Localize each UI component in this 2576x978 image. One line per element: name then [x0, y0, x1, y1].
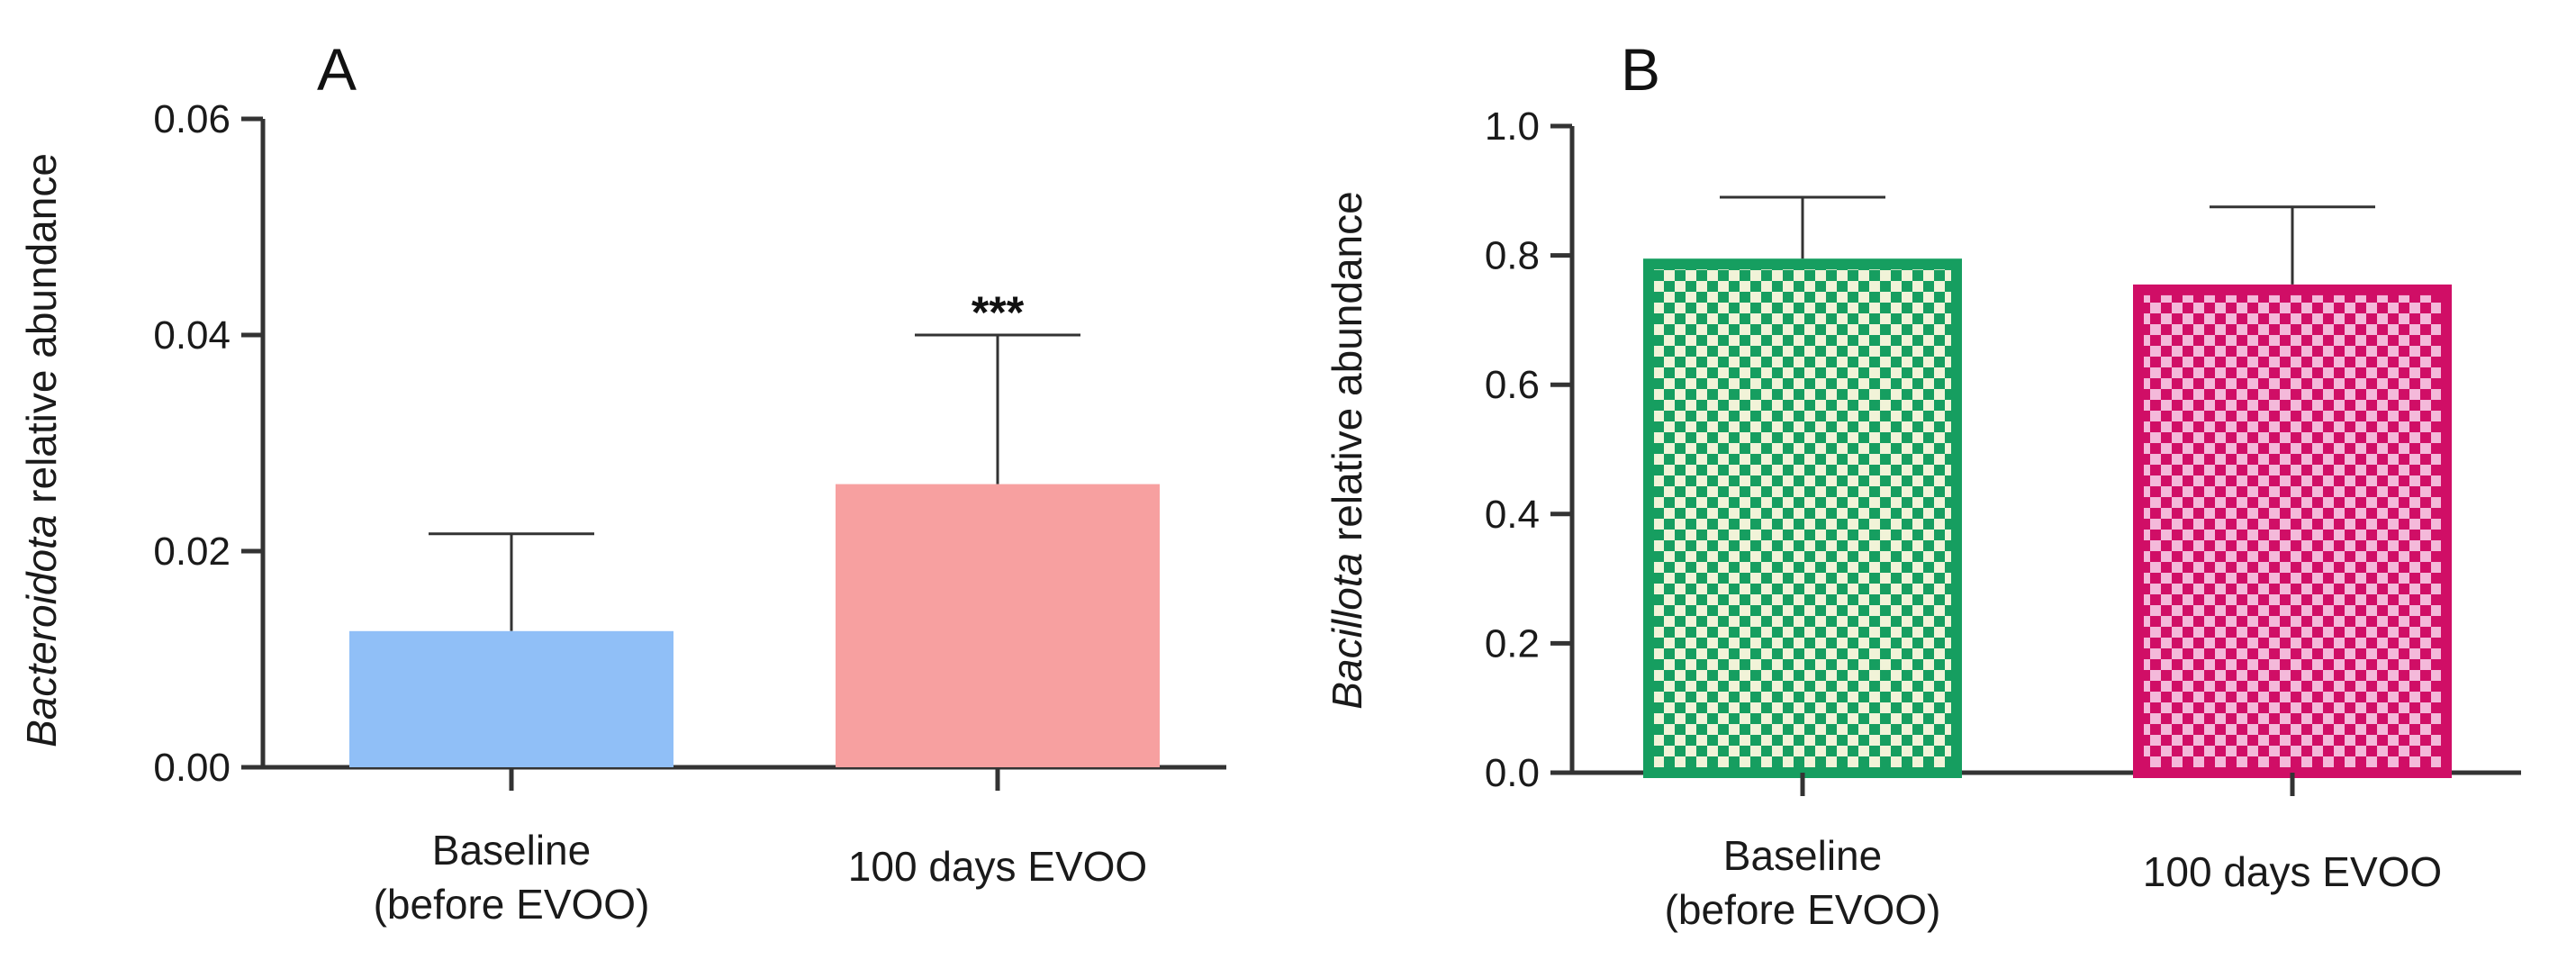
- panel-a-y-tick-label: 0.02: [153, 530, 230, 574]
- panel-b-y-tick-label: 0.2: [1485, 621, 1540, 666]
- panel-a-y-tick-label: 0.04: [153, 313, 230, 358]
- panel-a-y-tick-label: 0.06: [153, 97, 230, 141]
- panel-a-letter: A: [317, 36, 357, 103]
- panel-a-category-label: (before EVOO): [374, 881, 650, 928]
- panel-b-category-label: 100 days EVOO: [2143, 848, 2442, 895]
- panel-a-significance-label: ***: [972, 287, 1025, 338]
- panel-b-y-tick-label: 1.0: [1485, 104, 1540, 149]
- panel-a-category-label: 100 days EVOO: [848, 843, 1147, 890]
- panel-b-y-tick-label: 0.6: [1485, 363, 1540, 407]
- panel-a-chart: A Bacteroidota relative abundance 0.00 0.…: [18, 36, 1226, 928]
- panel-a-ylabel: Bacteroidota relative abundance: [18, 153, 65, 747]
- panel-b-y-tick-label: 0.0: [1485, 751, 1540, 795]
- panel-b-y-tick-label: 0.8: [1485, 234, 1540, 278]
- panel-b-category-label: Baseline: [1723, 832, 1882, 879]
- panel-b-bar: [1643, 258, 1962, 778]
- panel-b-ylabel: Bacillota relative abundance: [1324, 191, 1370, 709]
- panel-b-category-label: (before EVOO): [1665, 886, 1941, 933]
- panel-a-bar: [349, 630, 673, 767]
- panel-b-letter: B: [1621, 36, 1660, 103]
- panel-a-bar: [836, 484, 1160, 767]
- panel-b-bar: [2133, 284, 2452, 779]
- panel-a-y-tick-label: 0.00: [153, 746, 230, 790]
- panel-a-category-label: Baseline: [432, 827, 591, 874]
- panel-b-chart: B Bacillota relative abundance 0.0 0.2 0.4…: [1324, 36, 2521, 933]
- panel-b-y-tick-label: 0.4: [1485, 493, 1540, 537]
